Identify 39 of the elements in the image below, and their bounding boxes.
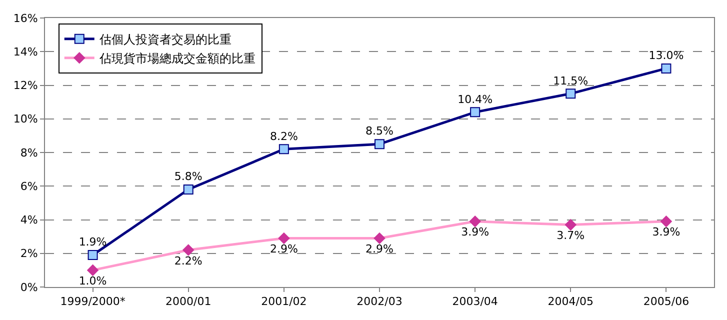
- y-tick-label: 8%: [20, 146, 38, 160]
- point: [374, 139, 384, 150]
- y-tick-label: 4%: [20, 214, 38, 227]
- data-label: 13.0%: [648, 49, 684, 62]
- y-tick-label: 2%: [20, 247, 38, 260]
- data-label: 3.7%: [556, 229, 585, 242]
- data-label: 5.8%: [174, 170, 202, 184]
- point: [470, 107, 480, 118]
- data-label: 3.9%: [652, 226, 680, 239]
- y-tick-label: 12%: [13, 79, 38, 92]
- point: [566, 88, 576, 99]
- x-tick-label: 2000/01: [166, 295, 212, 308]
- data-label: 1.0%: [78, 274, 107, 288]
- data-label: 11.5%: [553, 74, 588, 88]
- y-tick-label: 6%: [20, 180, 38, 193]
- data-label: 2.9%: [270, 242, 298, 256]
- data-label: 8.2%: [270, 130, 298, 143]
- legend-label: 佔現貨市場總成交金額的比重: [98, 52, 256, 66]
- data-label: 3.9%: [461, 226, 490, 239]
- data-label: 1.9%: [78, 236, 107, 249]
- x-tick-label: 2003/04: [452, 295, 498, 308]
- y-tick-label: 16%: [13, 12, 38, 25]
- data-label: 8.5%: [366, 124, 394, 138]
- y-tick-label: 10%: [13, 112, 38, 126]
- x-tick-label: 2001/02: [261, 295, 307, 308]
- legend-label: 估個人投資者交易的比重: [98, 32, 232, 47]
- y-tick-label: 0%: [20, 280, 38, 294]
- y-tick-label: 14%: [13, 45, 38, 58]
- data-label: 2.2%: [174, 254, 202, 268]
- point: [183, 184, 194, 194]
- point: [88, 250, 98, 260]
- x-tick-label: 1999/2000*: [60, 295, 126, 308]
- data-label: 10.4%: [458, 92, 493, 106]
- x-tick-label: 2004/05: [548, 295, 594, 308]
- point: [278, 144, 289, 154]
- data-label: 2.9%: [366, 242, 394, 256]
- x-tick-label: 2005/06: [643, 295, 690, 308]
- point: [661, 63, 672, 74]
- x-tick-label: 2002/03: [356, 295, 402, 308]
